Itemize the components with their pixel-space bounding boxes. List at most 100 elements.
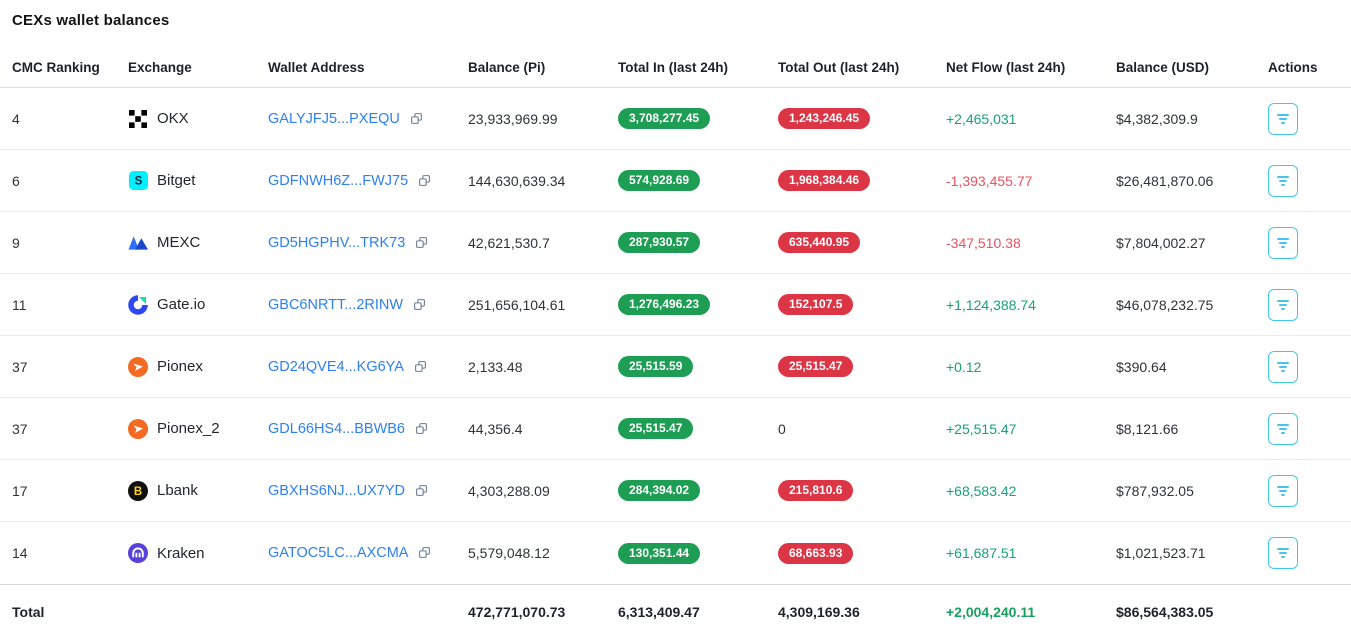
wallet-address-cell: GD5HGPHV...TRK73 [256,234,456,252]
net-flow-cell: -1,393,455.77 [946,172,1033,189]
net-flow-cell: +25,515.47 [946,420,1017,437]
total-in-cell: 25,515.47 [606,418,766,439]
wallet-address-link[interactable]: GALYJFJ5...PXEQU [268,110,400,127]
cex-balances-table: CMC Ranking Exchange Wallet Address Balance… [0,47,1351,638]
exchange-name: Lbank [157,482,198,499]
exchange-cell: B Lbank [116,480,256,501]
total-label: Total [12,603,45,620]
row-actions-button[interactable] [1268,288,1298,321]
mexc-logo [128,233,148,253]
balance-usd-cell: $8,121.66 [1116,420,1179,437]
copy-icon[interactable] [415,484,428,500]
balance-pi-cell: 4,303,288.09 [468,482,550,499]
filter-icon [1277,299,1289,310]
total-in-sum: 6,313,409.47 [618,603,700,620]
copy-icon[interactable] [413,298,426,314]
total-in-badge: 284,394.02 [618,480,701,501]
column-header-net-flow-last-24h: Net Flow (last 24h) [946,59,1066,75]
exchange-cell: MEXC [116,233,256,253]
table-body: 4 OKX GALYJFJ5...PXEQU 23,933,969.99 3,7… [0,88,1351,584]
total-in-badge: 1,276,496.23 [618,294,711,315]
balance-usd-cell: $7,804,002.27 [1116,234,1206,251]
total-in-cell: 130,351.44 [606,542,766,564]
exchange-cell: Gate.io [116,294,256,315]
column-header-total-in-last-24h: Total In (last 24h) [618,59,729,75]
column-header-wallet-address: Wallet Address [268,59,365,75]
total-out-sum: 4,309,169.36 [778,603,860,620]
total-in-badge: 25,515.47 [618,418,694,439]
wallet-address-link[interactable]: GD5HGPHV...TRK73 [268,234,406,251]
row-actions-button[interactable] [1268,226,1298,259]
exchange-name: Gate.io [157,296,206,313]
wallet-address-link[interactable]: GBC6NRTT...2RINW [268,296,404,313]
exchange-cell: Pionex_2 [116,418,256,439]
balance-usd-cell: $4,382,309.9 [1116,110,1198,127]
column-header-balance-usd: Balance (USD) [1116,59,1210,75]
net-flow-cell: +61,687.51 [946,545,1017,561]
total-in-cell: 574,928.69 [606,170,766,191]
table-row: 37 Pionex GD24QVE4...KG6YA 2,133.48 25,5… [0,336,1351,398]
cmc-ranking-cell: 37 [12,358,28,375]
row-actions-button[interactable] [1268,350,1298,383]
filter-icon [1277,175,1289,186]
table-row: 17 B Lbank GBXHS6NJ...UX7YD 4,303,288.09… [0,460,1351,522]
balance-pi-cell: 144,630,639.34 [468,172,566,189]
wallet-address-link[interactable]: GDL66HS4...BBWB6 [268,420,405,437]
column-header-cmc-ranking: CMC Ranking [12,59,100,75]
cmc-ranking-cell: 6 [12,172,20,189]
table-row: 11 Gate.io GBC6NRTT...2RINW 251,656,104.… [0,274,1351,336]
total-in-badge: 3,708,277.45 [618,108,711,129]
exchange-cell: S Bitget [116,171,256,191]
copy-icon[interactable] [418,546,431,562]
wallet-address-link[interactable]: GBXHS6NJ...UX7YD [268,482,405,499]
total-out-badge: 635,440.95 [778,232,861,253]
table-row: 37 Pionex_2 GDL66HS4...BBWB6 44,356.4 25… [0,398,1351,460]
cmc-ranking-cell: 14 [12,545,28,561]
wallet-address-cell: GATOC5LC...AXCMA [256,544,456,562]
row-actions-button[interactable] [1268,412,1298,445]
wallet-address-cell: GALYJFJ5...PXEQU [256,110,456,128]
copy-icon[interactable] [415,422,428,438]
wallet-address-link[interactable]: GDFNWH6Z...FWJ75 [268,172,409,189]
total-out-badge: 25,515.47 [778,356,854,377]
net-flow-cell: +2,465,031 [946,110,1017,127]
total-in-cell: 3,708,277.45 [606,108,766,129]
column-header-actions: Actions [1268,59,1318,75]
wallet-address-cell: GDL66HS4...BBWB6 [256,420,456,438]
wallet-address-cell: GDFNWH6Z...FWJ75 [256,172,456,190]
table-row: 14 Kraken GATOC5LC...AXCMA 5,579,048.12 … [0,522,1351,584]
actions-cell [1256,474,1351,507]
table-header-row: CMC Ranking Exchange Wallet Address Balance… [0,47,1351,88]
filter-icon [1277,361,1289,372]
cmc-ranking-cell: 9 [12,234,20,251]
total-in-badge: 130,351.44 [618,542,701,564]
wallet-address-link[interactable]: GD24QVE4...KG6YA [268,358,404,375]
wallet-address-cell: GBXHS6NJ...UX7YD [256,482,456,500]
exchange-name: MEXC [157,234,201,251]
row-actions-button[interactable] [1268,474,1298,507]
exchange-name: Kraken [157,544,205,562]
total-in-badge: 574,928.69 [618,170,701,191]
actions-cell [1256,164,1351,197]
copy-icon[interactable] [414,360,427,376]
copy-icon[interactable] [410,112,423,128]
cmc-ranking-cell: 11 [12,296,27,313]
copy-icon[interactable] [418,174,431,190]
page-title: CEXs wallet balances [12,12,170,29]
copy-icon[interactable] [415,236,428,252]
table-row: 4 OKX GALYJFJ5...PXEQU 23,933,969.99 3,7… [0,88,1351,150]
column-header-total-out-last-24h: Total Out (last 24h) [778,59,900,75]
row-actions-button[interactable] [1268,164,1298,197]
wallet-address-cell: GD24QVE4...KG6YA [256,358,456,376]
actions-cell [1256,537,1351,569]
row-actions-button[interactable] [1268,102,1298,135]
total-in-cell: 1,276,496.23 [606,294,766,315]
filter-icon [1277,423,1289,434]
cmc-ranking-cell: 37 [12,420,28,437]
row-actions-button[interactable] [1268,537,1298,569]
total-out-cell: 25,515.47 [766,356,934,377]
total-in-cell: 25,515.59 [606,356,766,377]
net-flow-cell: -347,510.38 [946,234,1021,251]
balance-usd-cell: $390.64 [1116,358,1167,375]
wallet-address-link[interactable]: GATOC5LC...AXCMA [268,545,409,561]
